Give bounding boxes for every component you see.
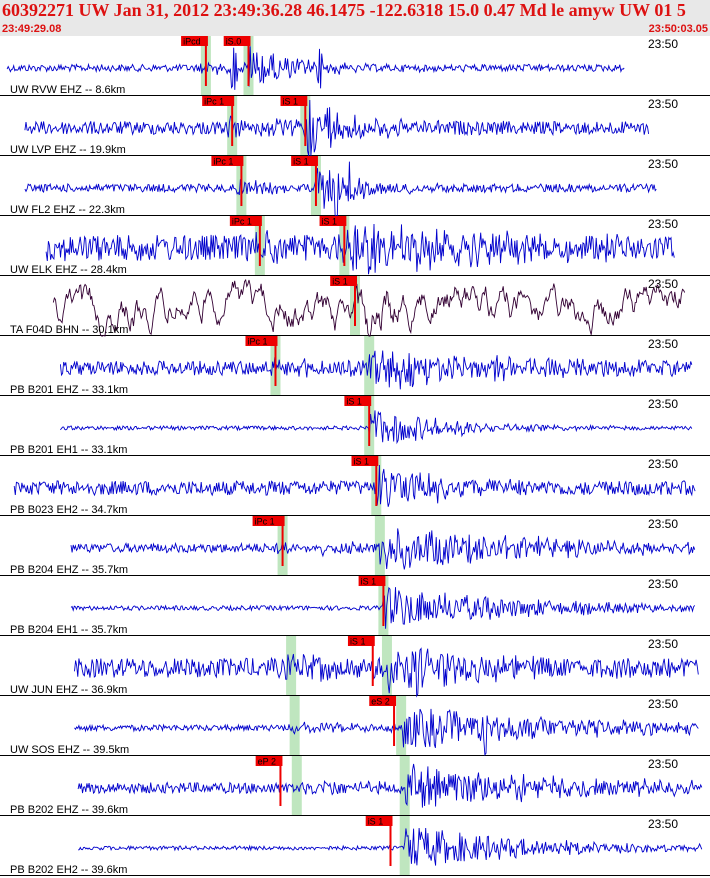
seismogram-panel: iPcd iS.0 iPc 1 iS 1 iPc 1 iS 1 iPc 1 iS 1 iS 1 i… — [0, 36, 710, 876]
minute-marker: 23:50 — [648, 457, 678, 471]
pick-label: iPcd — [183, 37, 201, 47]
waveform-trace — [6, 46, 625, 90]
waveform-trace — [24, 99, 650, 157]
waveform-trace — [77, 763, 703, 808]
trace-label: UW RVW EHZ -- 8.6km — [10, 84, 125, 96]
pick-label-box — [365, 816, 393, 826]
trace-label: UW LVP EHZ -- 19.9km — [10, 144, 126, 156]
waveform-trace — [59, 350, 693, 390]
pick-label-box — [245, 336, 278, 346]
pick-label-box — [291, 156, 318, 166]
minute-marker: 23:50 — [648, 277, 678, 291]
arrival-band — [399, 756, 410, 816]
trace-label: UW JUN EHZ -- 36.9km — [10, 684, 127, 696]
pick-label: iPc 1 — [232, 217, 252, 227]
pick-label-box — [280, 96, 308, 106]
minute-marker: 23:50 — [648, 517, 678, 531]
trace-label: PB B201 EHZ -- 33.1km — [10, 384, 128, 396]
pick-label: iS.0 — [226, 37, 242, 47]
pick-label-box — [351, 456, 379, 466]
minute-marker: 23:50 — [648, 157, 678, 171]
minute-marker: 23:50 — [648, 757, 678, 771]
pick-label: iS 1 — [361, 577, 377, 587]
trace-label: PB B204 EH1 -- 35.7km — [10, 624, 127, 636]
trace-label: UW SOS EHZ -- 39.5km — [10, 744, 129, 756]
waveform-trace — [13, 464, 696, 507]
minute-marker: 23:50 — [648, 397, 678, 411]
minute-marker: 23:50 — [648, 97, 678, 111]
pick-label-box — [319, 216, 347, 226]
trace-label: UW FL2 EHZ -- 22.3km — [10, 204, 125, 216]
pick-label: iS 1 — [368, 817, 384, 827]
pick-label: iPc 1 — [204, 97, 224, 107]
pick-label-box — [202, 96, 235, 106]
pick-label: iPc 1 — [213, 157, 233, 167]
trace-label: TA F04D BHN -- 30.1km — [10, 324, 128, 336]
waveform-trace — [60, 410, 693, 445]
start-time-label: 23:49:29.08 — [2, 23, 62, 35]
pick-label: iS 1 — [332, 277, 348, 287]
pick-label-box — [255, 756, 283, 766]
minute-marker: 23:50 — [648, 337, 678, 351]
pick-label: iS 1 — [283, 97, 299, 107]
trace-label: PB B202 EH2 -- 39.6km — [10, 864, 127, 876]
pick-label-box — [252, 516, 285, 526]
end-time-label: 23:50:03.05 — [648, 23, 708, 35]
pick-label-box — [344, 396, 372, 406]
arrival-band — [374, 516, 385, 576]
trace-layer — [6, 46, 703, 866]
minute-marker: 23:50 — [648, 577, 678, 591]
pick-label: eS 2 — [371, 697, 390, 707]
waveform-trace — [74, 708, 699, 757]
pick-label: iS 1 — [346, 397, 362, 407]
pick-label: iS 1 — [293, 157, 309, 167]
trace-label: PB B204 EHZ -- 35.7km — [10, 564, 128, 576]
arrival-band — [364, 336, 375, 396]
trace-label: UW ELK EHZ -- 28.4km — [10, 264, 127, 276]
pick-label: iPc 1 — [247, 337, 267, 347]
pick-label-box — [369, 696, 397, 706]
minute-marker: 23:50 — [648, 37, 678, 51]
trace-label: PB B202 EHZ -- 39.6km — [10, 804, 128, 816]
pick-label: iS 1 — [354, 457, 370, 467]
pick-label-box — [181, 36, 208, 46]
waveform-trace — [24, 161, 657, 217]
label-layer: UW RVW EHZ -- 8.6km 23:50 UW LVP EHZ -- 19… — [10, 37, 678, 876]
pick-label-box — [358, 576, 386, 586]
minute-marker: 23:50 — [648, 637, 678, 651]
event-title: 60392271 UW Jan 31, 2012 23:49:36.28 46.… — [2, 0, 686, 20]
pick-label-box — [330, 276, 357, 286]
waveform-trace — [70, 528, 696, 570]
pick-label: iS 1 — [350, 637, 366, 647]
arrival-band — [399, 816, 410, 876]
pick-label-box — [347, 636, 375, 646]
pick-layer: iPcd iS.0 iPc 1 iS 1 iPc 1 iS 1 iPc 1 iS 1 iS 1 i… — [181, 36, 397, 866]
minute-marker: 23:50 — [648, 217, 678, 231]
pick-label: iS 1 — [322, 217, 338, 227]
event-header: 60392271 UW Jan 31, 2012 23:49:36.28 46.… — [0, 0, 710, 36]
pick-label-box — [211, 156, 244, 166]
pick-label: iPc 1 — [255, 517, 275, 527]
trace-label: PB B201 EH1 -- 33.1km — [10, 444, 127, 456]
trace-label: PB B023 EH2 -- 34.7km — [10, 504, 127, 516]
waveform-trace — [74, 647, 699, 698]
pick-label-box — [229, 216, 262, 226]
pick-label-box — [223, 36, 251, 46]
minute-marker: 23:50 — [648, 697, 678, 711]
pick-label: eP 2 — [258, 757, 276, 767]
waveform-trace — [45, 223, 675, 275]
minute-marker: 23:50 — [648, 817, 678, 831]
arrival-band — [289, 696, 300, 756]
waveform-trace — [52, 278, 686, 337]
trace-separators — [0, 95, 710, 876]
